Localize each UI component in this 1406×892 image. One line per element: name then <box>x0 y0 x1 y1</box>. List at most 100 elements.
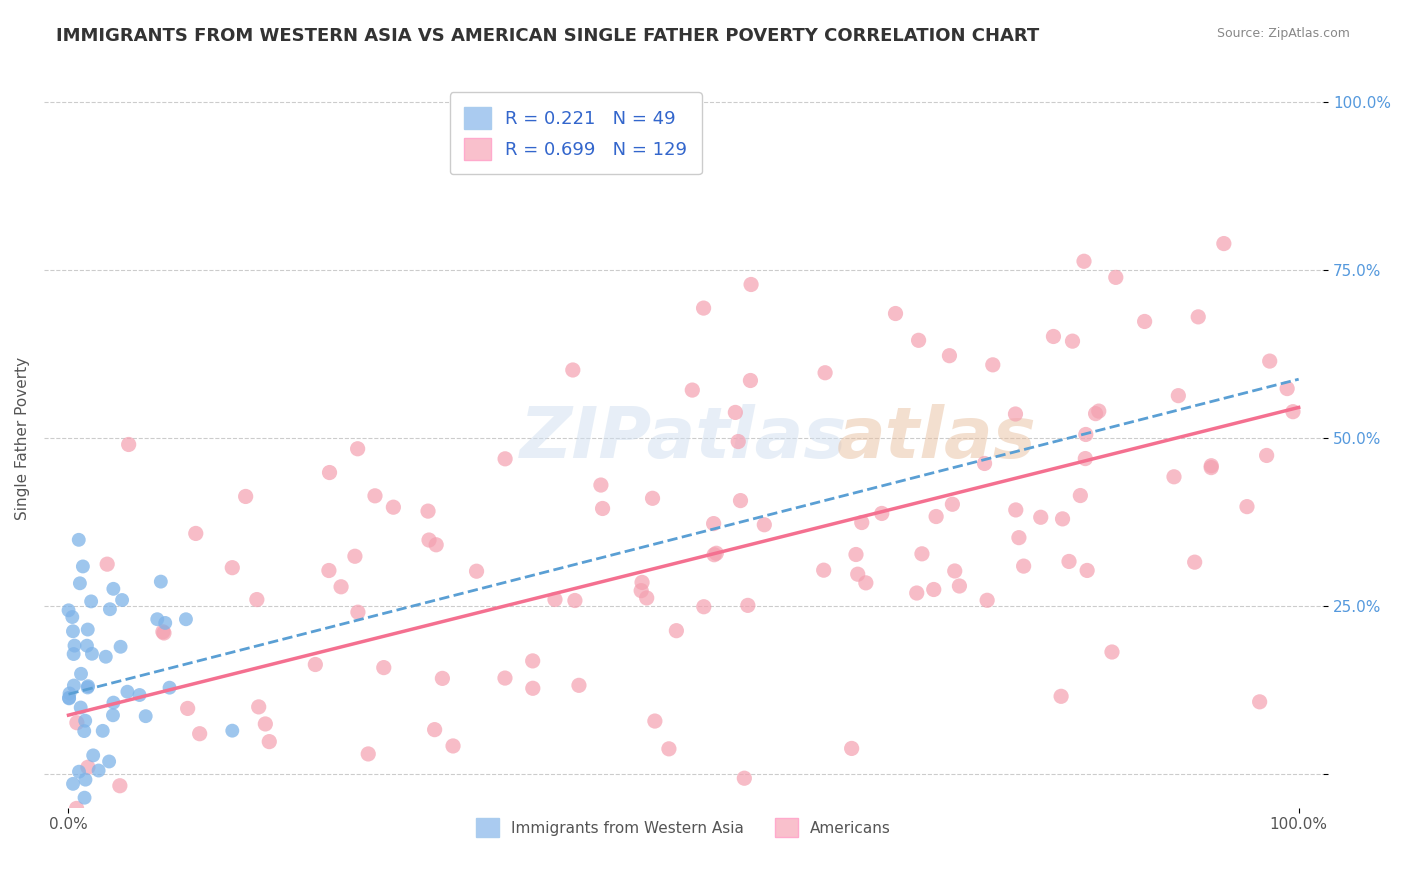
Point <box>1187 310 1209 324</box>
Point <box>1057 554 1080 568</box>
Point <box>855 575 877 590</box>
Point <box>1029 510 1052 524</box>
Point <box>973 457 995 471</box>
Point <box>77 760 100 774</box>
Point <box>1074 427 1097 442</box>
Point <box>948 579 970 593</box>
Point <box>911 547 934 561</box>
Point <box>346 442 368 456</box>
Point <box>115 834 138 848</box>
Point <box>884 306 907 320</box>
Point <box>176 701 198 715</box>
Point <box>254 717 277 731</box>
Point <box>153 626 176 640</box>
Point <box>259 734 281 748</box>
Point <box>73 724 96 739</box>
Point <box>173 834 195 848</box>
Point <box>851 516 873 530</box>
Point <box>87 764 110 778</box>
Point <box>423 723 446 737</box>
Point <box>65 801 87 815</box>
Point <box>60 610 83 624</box>
Point <box>75 714 97 728</box>
Point <box>91 723 114 738</box>
Point <box>441 739 464 753</box>
Point <box>564 593 586 607</box>
Point <box>1275 382 1298 396</box>
Point <box>658 742 681 756</box>
Point <box>703 516 725 531</box>
Point <box>221 560 243 574</box>
Point <box>1184 555 1206 569</box>
Point <box>416 504 439 518</box>
Point <box>62 647 84 661</box>
Point <box>845 548 868 562</box>
Point <box>221 723 243 738</box>
Point <box>152 624 174 639</box>
Point <box>76 623 98 637</box>
Point <box>82 748 104 763</box>
Point <box>592 501 614 516</box>
Point <box>66 848 89 863</box>
Point <box>1163 470 1185 484</box>
Point <box>309 834 332 848</box>
Point <box>304 657 326 672</box>
Point <box>925 509 948 524</box>
Point <box>318 564 340 578</box>
Point <box>641 491 664 506</box>
Point <box>1042 329 1064 343</box>
Point <box>740 277 762 292</box>
Point <box>907 334 929 348</box>
Point <box>1199 458 1222 473</box>
Point <box>494 671 516 685</box>
Point <box>589 478 612 492</box>
Point <box>135 709 157 723</box>
Point <box>357 747 380 761</box>
Point <box>63 639 86 653</box>
Point <box>63 679 86 693</box>
Point <box>981 358 1004 372</box>
Point <box>561 363 583 377</box>
Point <box>425 538 447 552</box>
Point <box>644 714 666 728</box>
Point <box>1008 531 1031 545</box>
Point <box>1050 690 1073 704</box>
Point <box>1052 512 1074 526</box>
Point <box>247 699 270 714</box>
Point <box>568 678 591 692</box>
Legend: Immigrants from Western Asia, Americans: Immigrants from Western Asia, Americans <box>468 811 898 845</box>
Point <box>1133 314 1156 328</box>
Point <box>69 700 91 714</box>
Point <box>1105 270 1128 285</box>
Point <box>75 772 97 787</box>
Point <box>905 586 928 600</box>
Point <box>118 437 141 451</box>
Point <box>692 301 714 315</box>
Point <box>77 856 100 871</box>
Point <box>98 755 121 769</box>
Point <box>1004 407 1026 421</box>
Point <box>76 681 98 695</box>
Point <box>382 500 405 515</box>
Point <box>841 741 863 756</box>
Point <box>754 517 776 532</box>
Point <box>630 583 652 598</box>
Point <box>1256 449 1278 463</box>
Point <box>155 834 177 848</box>
Point <box>976 593 998 607</box>
Point <box>1069 489 1091 503</box>
Point <box>235 490 257 504</box>
Point <box>246 592 269 607</box>
Text: atlas: atlas <box>837 404 1036 473</box>
Point <box>943 564 966 578</box>
Point <box>704 546 727 560</box>
Point <box>814 366 837 380</box>
Point <box>111 593 134 607</box>
Point <box>922 582 945 597</box>
Point <box>681 383 703 397</box>
Point <box>703 548 725 562</box>
Point <box>66 715 89 730</box>
Point <box>62 624 84 639</box>
Point <box>58 686 80 700</box>
Point <box>343 549 366 564</box>
